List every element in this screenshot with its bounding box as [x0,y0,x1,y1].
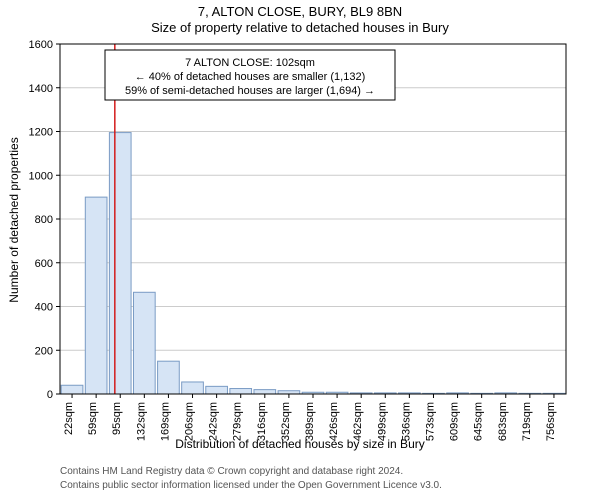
x-tick-label: 22sqm [63,402,75,435]
y-tick-label: 1200 [29,127,53,139]
x-tick-label: 719sqm [521,402,533,441]
x-tick-label: 609sqm [449,402,461,441]
x-axis-label: Distribution of detached houses by size … [175,437,424,451]
x-tick-label: 206sqm [184,402,196,441]
annotation-line: 59% of semi-detached houses are larger (… [125,85,375,97]
histogram-bar [158,361,180,394]
x-tick-label: 462sqm [352,402,364,441]
histogram-bar [109,133,131,394]
x-tick-label: 279sqm [232,402,244,441]
footer-line-2: Contains public sector information licen… [60,480,442,491]
title-line-1: 7, ALTON CLOSE, BURY, BL9 8BN [198,4,402,19]
x-tick-label: 95sqm [111,402,123,435]
x-tick-label: 59sqm [87,402,99,435]
title-line-2: Size of property relative to detached ho… [151,20,449,35]
y-tick-label: 200 [35,345,53,357]
histogram-bar [85,197,107,394]
x-tick-label: 389sqm [304,402,316,441]
histogram-bar [61,385,83,394]
y-tick-label: 0 [47,389,53,401]
y-tick-label: 600 [35,258,53,270]
x-tick-label: 573sqm [424,402,436,441]
x-tick-label: 683sqm [497,402,509,441]
y-tick-label: 1600 [29,39,53,51]
y-tick-label: 800 [35,214,53,226]
histogram-bar [133,292,155,394]
x-tick-label: 645sqm [473,402,485,441]
histogram-bar [254,390,276,394]
x-tick-label: 756sqm [545,402,557,441]
footer-line-1: Contains HM Land Registry data © Crown c… [60,466,403,477]
annotation-line: 7 ALTON CLOSE: 102sqm [185,57,315,69]
y-tick-label: 1400 [29,83,53,95]
x-tick-label: 499sqm [376,402,388,441]
annotation-line: ← 40% of detached houses are smaller (1,… [135,71,366,83]
x-tick-label: 426sqm [328,402,340,441]
x-tick-label: 352sqm [280,402,292,441]
histogram-bar [182,382,204,394]
y-tick-label: 1000 [29,170,53,182]
histogram-bar [206,386,228,394]
y-tick-label: 400 [35,302,53,314]
histogram-bar [230,389,252,394]
x-tick-label: 316sqm [256,402,268,441]
x-tick-label: 169sqm [159,402,171,441]
x-tick-label: 132sqm [135,402,147,441]
x-tick-label: 536sqm [400,402,412,441]
x-tick-label: 242sqm [208,402,220,441]
y-axis-label: Number of detached properties [7,137,21,302]
